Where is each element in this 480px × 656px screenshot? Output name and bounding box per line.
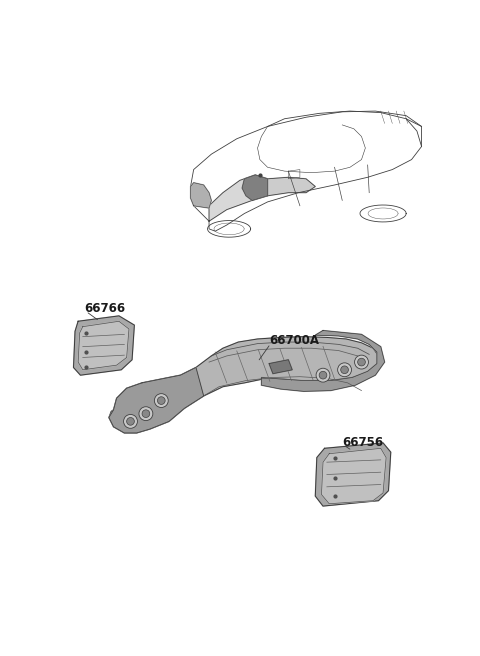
Circle shape — [337, 363, 351, 377]
Polygon shape — [315, 443, 391, 506]
Circle shape — [157, 397, 165, 405]
Polygon shape — [109, 367, 204, 433]
Circle shape — [355, 355, 369, 369]
Circle shape — [358, 358, 365, 366]
Circle shape — [319, 371, 327, 379]
Circle shape — [123, 415, 137, 428]
Polygon shape — [191, 182, 211, 208]
Circle shape — [155, 394, 168, 407]
Polygon shape — [109, 337, 378, 433]
Text: 66700A: 66700A — [269, 334, 319, 347]
Polygon shape — [242, 175, 267, 200]
Polygon shape — [267, 177, 315, 195]
Circle shape — [316, 368, 330, 382]
Text: 66756: 66756 — [342, 436, 384, 449]
Text: 66766: 66766 — [84, 302, 125, 315]
Circle shape — [139, 407, 153, 420]
Polygon shape — [209, 175, 267, 221]
Polygon shape — [73, 316, 134, 375]
Circle shape — [341, 366, 348, 374]
Circle shape — [142, 410, 150, 417]
Polygon shape — [78, 321, 129, 370]
Circle shape — [127, 417, 134, 425]
Polygon shape — [322, 448, 386, 504]
Polygon shape — [269, 359, 292, 374]
Polygon shape — [262, 331, 384, 392]
